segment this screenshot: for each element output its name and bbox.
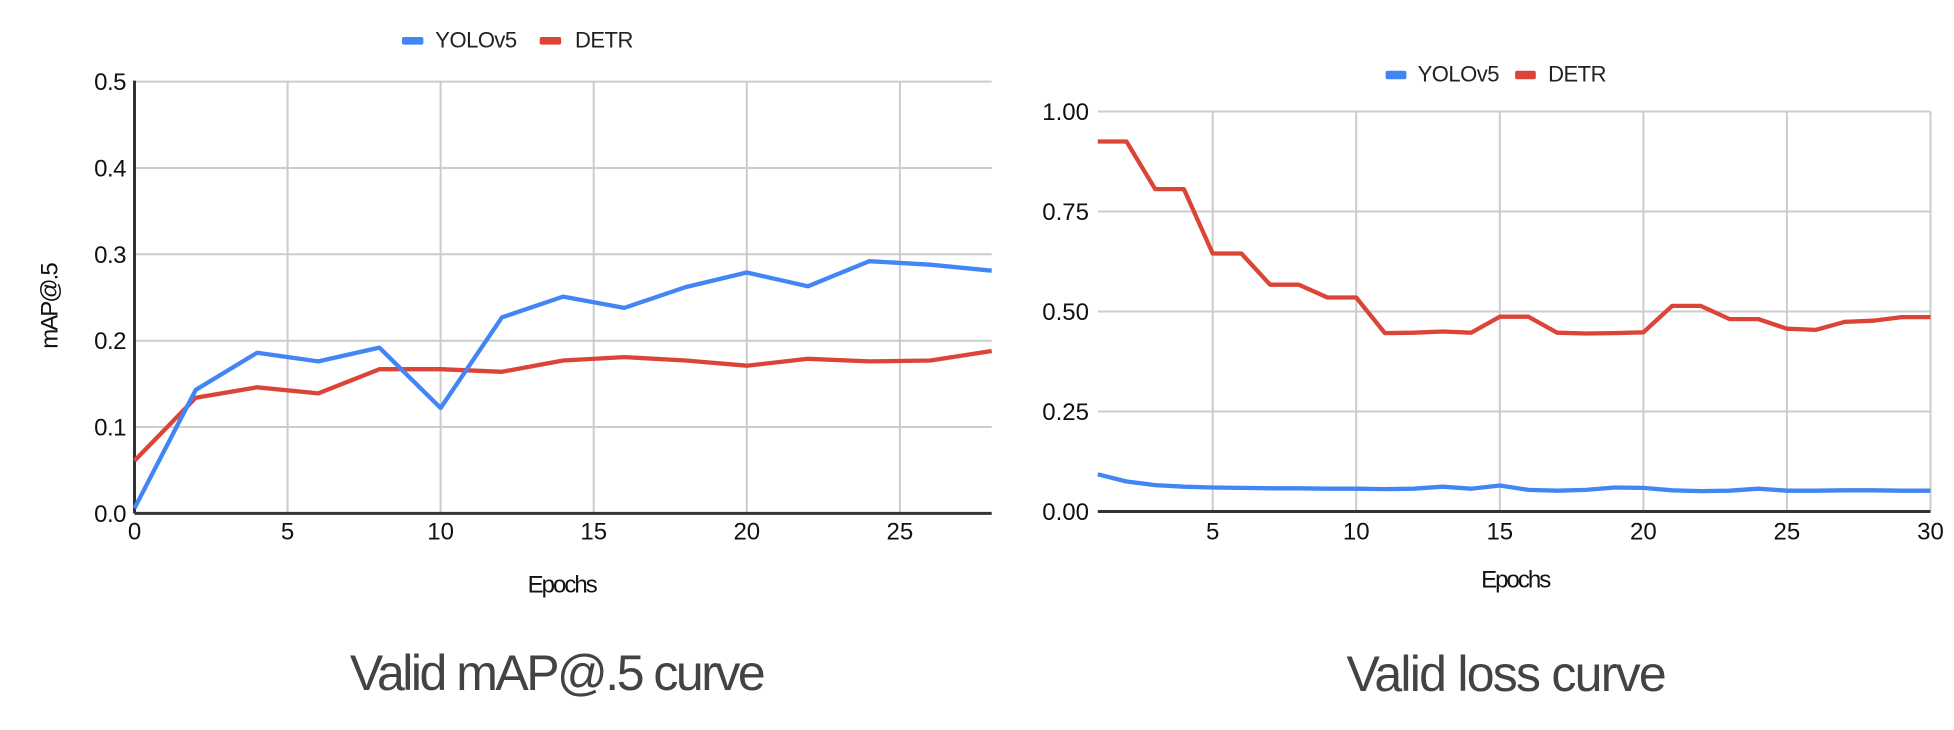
svg-text:30: 30 <box>1917 519 1944 546</box>
svg-text:5: 5 <box>281 519 294 546</box>
svg-text:20: 20 <box>1630 519 1657 546</box>
svg-text:Epochs: Epochs <box>1481 567 1551 594</box>
svg-text:0.25: 0.25 <box>1042 399 1089 426</box>
svg-text:0.1: 0.1 <box>94 415 126 442</box>
svg-text:20: 20 <box>733 519 760 546</box>
svg-text:0.4: 0.4 <box>94 156 126 183</box>
svg-text:Epochs: Epochs <box>528 572 598 599</box>
svg-text:0.2: 0.2 <box>94 328 126 355</box>
svg-text:mAP@.5: mAP@.5 <box>37 263 64 349</box>
svg-text:YOLOv5: YOLOv5 <box>1418 62 1500 87</box>
svg-text:0: 0 <box>128 519 141 546</box>
svg-text:25: 25 <box>1774 519 1801 546</box>
svg-text:0.5: 0.5 <box>94 69 126 96</box>
svg-text:Valid mAP@.5 curve: Valid mAP@.5 curve <box>350 645 764 701</box>
svg-text:10: 10 <box>1343 519 1370 546</box>
svg-text:0.75: 0.75 <box>1042 199 1089 226</box>
svg-text:10: 10 <box>427 519 454 546</box>
svg-text:15: 15 <box>1486 519 1513 546</box>
svg-text:Valid loss curve: Valid loss curve <box>1346 646 1664 702</box>
svg-text:YOLOv5: YOLOv5 <box>435 27 517 52</box>
svg-text:DETR: DETR <box>1548 62 1606 87</box>
svg-text:0.3: 0.3 <box>94 242 126 269</box>
svg-text:1.00: 1.00 <box>1042 99 1089 126</box>
svg-text:25: 25 <box>887 519 914 546</box>
svg-text:5: 5 <box>1206 519 1219 546</box>
svg-text:15: 15 <box>580 519 607 546</box>
svg-text:0.00: 0.00 <box>1042 499 1089 526</box>
svg-text:DETR: DETR <box>575 27 633 52</box>
svg-text:0.50: 0.50 <box>1042 299 1089 326</box>
svg-text:0.0: 0.0 <box>94 501 126 528</box>
